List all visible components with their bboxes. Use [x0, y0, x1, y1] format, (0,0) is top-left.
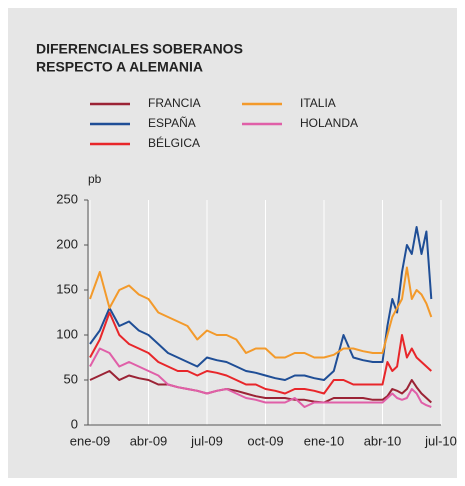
legend-label: ESPAÑA [148, 116, 196, 130]
x-tick-label: abr-10 [364, 433, 402, 448]
y-tick-label: 150 [56, 281, 78, 296]
chart-title: DIFERENCIALES SOBERANOS [36, 41, 243, 57]
line-series [89, 347, 432, 408]
x-tick-label: ene-10 [304, 433, 344, 448]
line-series [89, 226, 433, 381]
y-tick-label: 50 [64, 371, 78, 386]
y-tick-label: 100 [56, 326, 78, 341]
line-series [89, 370, 432, 404]
x-tick-label: ene-09 [70, 433, 110, 448]
x-tick-label: jul-09 [190, 433, 223, 448]
x-tick-label: abr-09 [130, 433, 168, 448]
y-tick-label: 0 [71, 416, 78, 431]
legend-label: HOLANDA [300, 116, 358, 130]
chart-title: RESPECTO A ALEMANIA [36, 59, 203, 75]
legend-label: BÉLGICA [148, 135, 200, 150]
legend-label: ITALIA [300, 96, 336, 110]
line-series [89, 266, 433, 359]
x-tick-label: oct-09 [247, 433, 283, 448]
y-tick-label: 250 [56, 191, 78, 206]
y-axis-label: pb [88, 172, 102, 186]
legend-label: FRANCIA [148, 96, 201, 110]
line-series [89, 311, 432, 395]
y-tick-label: 200 [56, 236, 78, 251]
x-tick-label: jul-10 [424, 433, 457, 448]
